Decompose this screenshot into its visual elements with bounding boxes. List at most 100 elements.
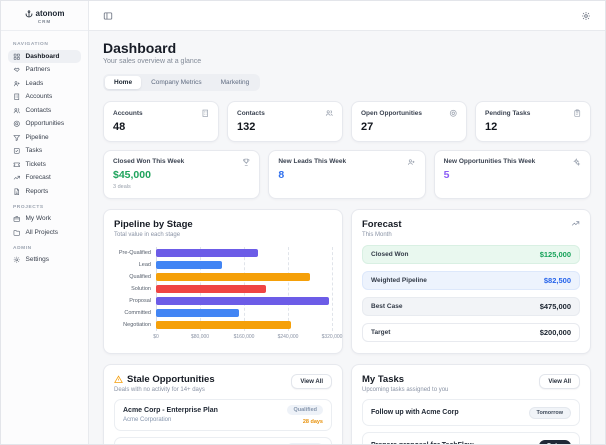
sidebar-toggle-button[interactable]: [101, 9, 115, 23]
gear-icon: [13, 256, 20, 263]
user-plus-icon: [13, 80, 20, 86]
stat-card-open-opportunities: Open Opportunities 27: [351, 101, 467, 142]
stat-label: Open Opportunities: [361, 109, 423, 117]
stat-label: Closed Won This Week: [113, 158, 185, 166]
briefcase-icon: [13, 215, 20, 222]
chart-bar: [156, 308, 239, 318]
sidebar-item-accounts[interactable]: Accounts: [8, 91, 81, 104]
ticket-icon: [13, 162, 20, 167]
handshake-icon: [13, 67, 20, 72]
check-square-icon: [13, 147, 20, 154]
building-icon: [14, 93, 20, 100]
brand: atonom CRM: [1, 1, 88, 31]
dashboard-content: Dashboard Your sales overview at a glanc…: [89, 31, 605, 444]
panel-title: Pipeline by Stage: [114, 219, 193, 230]
grid-icon: [13, 53, 20, 60]
chart-x-tick: $160,000: [233, 334, 255, 340]
chart-category-label: Solution: [131, 286, 151, 292]
sidebar-item-contacts[interactable]: Contacts: [8, 104, 81, 117]
stale-opportunity-row[interactable]: TechFlow - Platform License TechFlow Sol…: [114, 436, 332, 444]
stale-opportunity-row[interactable]: Acme Corp - Enterprise Plan Acme Corpora…: [114, 399, 332, 431]
anchor-icon: [25, 9, 33, 18]
panel-subtitle: Deals with no activity for 14+ days: [114, 387, 205, 393]
stat-label: New Opportunities This Week: [443, 158, 536, 166]
stat-card-closed-won-week: Closed Won This Week $45,000 3 deals: [103, 149, 261, 199]
task-title: Prepare proposal for TechFlow: [371, 442, 474, 444]
chart-bar: [156, 272, 310, 282]
file-icon: [14, 187, 19, 195]
brand-name: atonom: [35, 9, 65, 18]
forecast-value: $475,000: [539, 302, 571, 311]
settings-button[interactable]: [579, 9, 593, 23]
chart-bar: [156, 320, 291, 330]
stale-opportunities-panel: Stale Opportunities Deals with no activi…: [103, 364, 343, 444]
warning-icon: [114, 375, 123, 383]
stat-cards: Accounts 48 Contacts 132 Open Opportunit…: [103, 101, 591, 142]
chart-category-label: Lead: [138, 262, 151, 268]
sidebar-item-leads[interactable]: Leads: [8, 77, 81, 90]
funnel-icon: [13, 134, 21, 141]
gridline: [332, 247, 333, 331]
sidebar-item-label: Tickets: [25, 160, 46, 168]
sidebar-item-dashboard[interactable]: Dashboard: [8, 50, 81, 63]
sidebar-item-label: Leads: [25, 79, 44, 87]
sidebar-item-label: Opportunities: [25, 120, 65, 128]
user-plus-icon: [408, 158, 415, 165]
stat-card-new-leads-week: New Leads This Week 8: [268, 149, 426, 199]
chart-x-tick: $240,000: [277, 334, 299, 340]
pipeline-bar-chart: Pre-Qualified Lead Qualified Solution Pr…: [114, 247, 342, 343]
forecast-panel: Forecast This Month Closed Won $125,000 …: [351, 209, 591, 354]
nav-section-label: Projects: [13, 204, 44, 210]
sidebar-item-forecast[interactable]: Forecast: [8, 172, 81, 185]
opportunity-company: Acme Corporation: [123, 416, 172, 423]
stat-label: Accounts: [113, 109, 143, 117]
my-tasks-panel: My Tasks Upcoming tasks assigned to you …: [351, 364, 591, 444]
sidebar-item-settings[interactable]: Settings: [8, 254, 81, 267]
tab-home[interactable]: Home: [105, 76, 142, 89]
sidebar-item-tickets[interactable]: Tickets: [8, 158, 81, 171]
chart-category-label: Committed: [124, 310, 151, 316]
panel-subtitle: This Month: [362, 232, 392, 238]
tab-marketing[interactable]: Marketing: [212, 76, 259, 89]
sidebar-item-label: Pipeline: [25, 133, 49, 141]
target-icon: [13, 120, 20, 127]
users-icon: [13, 107, 20, 113]
chart-bar: [156, 248, 258, 258]
building-icon: [202, 109, 208, 117]
sidebar-item-partners[interactable]: Partners: [8, 64, 81, 77]
view-all-button[interactable]: View All: [291, 374, 332, 389]
chart-x-axis: $0 $80,000 $160,000 $240,000 $320,000: [153, 333, 342, 343]
sidebar-item-opportunities[interactable]: Opportunities: [8, 118, 81, 131]
task-row[interactable]: Prepare proposal for TechFlow Today: [362, 432, 580, 444]
sidebar-item-label: My Work: [25, 215, 52, 223]
users-icon: [325, 110, 333, 116]
stat-value: $45,000: [113, 169, 151, 181]
sidebar-item-tasks[interactable]: Tasks: [8, 145, 81, 158]
forecast-row-target: Target $200,000: [362, 323, 580, 342]
stat-card-new-opportunities-week: New Opportunities This Week 5: [433, 149, 591, 199]
sidebar-item-reports[interactable]: Reports: [8, 185, 81, 198]
view-all-button[interactable]: View All: [539, 374, 580, 389]
main-area: Dashboard Your sales overview at a glanc…: [89, 1, 605, 444]
forecast-label: Best Case: [371, 303, 403, 310]
chart-x-tick: $80,000: [190, 334, 210, 340]
stage-badge: Qualified: [287, 405, 323, 415]
forecast-label: Target: [371, 329, 391, 336]
forecast-value: $82,500: [543, 276, 571, 285]
nav-section-label: Admin: [13, 245, 32, 251]
forecast-row-closed-won: Closed Won $125,000: [362, 245, 580, 264]
sidebar-item-pipeline[interactable]: Pipeline: [8, 131, 81, 144]
brand-badge: CRM: [37, 19, 52, 24]
bottom-panels: Stale Opportunities Deals with no activi…: [103, 364, 591, 444]
task-row[interactable]: Follow up with Acme Corp Tomorrow: [362, 399, 580, 426]
stat-value: 12: [485, 120, 498, 133]
sidebar: atonom CRM Navigation Dashboard Partners…: [1, 1, 89, 444]
forecast-label: Weighted Pipeline: [371, 277, 427, 284]
weekly-stat-cards: Closed Won This Week $45,000 3 deals New…: [103, 149, 591, 199]
panel-title: My Tasks: [362, 374, 405, 385]
sidebar-item-my-work[interactable]: My Work: [8, 213, 81, 226]
tab-company-metrics[interactable]: Company Metrics: [142, 76, 211, 89]
nav-section-label: Navigation: [13, 42, 49, 47]
sidebar-item-all-projects[interactable]: All Projects: [8, 226, 81, 239]
